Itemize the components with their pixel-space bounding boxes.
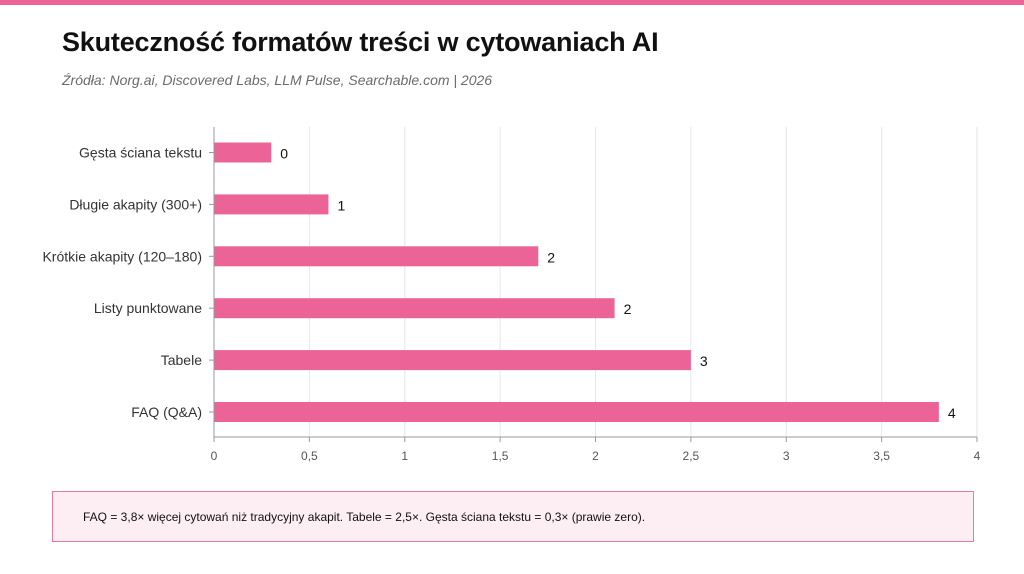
x-tick-label: 3: [783, 449, 790, 463]
note-text: FAQ = 3,8× więcej cytowań niż tradycyjny…: [83, 510, 646, 524]
x-tick-label: 2,5: [683, 449, 700, 463]
top-accent-bar: [0, 0, 1024, 5]
page-title: Skuteczność formatów treści w cytowaniac…: [62, 27, 659, 57]
bars: [214, 142, 939, 422]
category-labels: Gęsta ściana tekstu Długie akapity (300+)…: [42, 145, 202, 421]
data-label: 0: [280, 146, 288, 162]
x-tick-label: 1,5: [492, 449, 509, 463]
x-tick-label: 1: [401, 449, 408, 463]
axes: [209, 127, 978, 442]
data-label: 2: [547, 249, 555, 265]
bar: [214, 298, 615, 319]
x-tick-label: 2: [592, 449, 599, 463]
category-label: Gęsta ściana tekstu: [79, 145, 202, 161]
bar: [214, 246, 539, 267]
bar: [214, 194, 329, 215]
category-label: Tabele: [161, 352, 202, 368]
bar: [214, 350, 691, 371]
gridlines: [308, 127, 978, 437]
x-tick-label: 3,5: [873, 449, 890, 463]
data-label: 3: [700, 353, 708, 369]
x-tick-labels: 0 0,5 1 1,5 2 2,5 3 3,5 4: [211, 449, 981, 463]
category-label: Długie akapity (300+): [69, 196, 202, 212]
x-tick-label: 0: [211, 449, 218, 463]
x-tick-label: 4: [974, 449, 981, 463]
data-label: 1: [337, 197, 345, 213]
category-label: Listy punktowane: [94, 300, 202, 316]
data-label: 2: [624, 301, 632, 317]
bar-chart: Gęsta ściana tekstu Długie akapity (300+)…: [42, 127, 981, 463]
data-label: 4: [948, 405, 956, 421]
bar: [214, 142, 272, 163]
note-box: FAQ = 3,8× więcej cytowań niż tradycyjny…: [52, 491, 974, 542]
category-label: Krótkie akapity (120–180): [42, 248, 202, 264]
sources-subtitle: Źródła: Norg.ai, Discovered Labs, LLM Pu…: [62, 72, 493, 88]
data-labels: 0 1 2 2 3 4: [280, 146, 956, 422]
x-tick-label: 0,5: [301, 449, 318, 463]
category-label: FAQ (Q&A): [131, 404, 202, 420]
bar: [214, 402, 939, 422]
